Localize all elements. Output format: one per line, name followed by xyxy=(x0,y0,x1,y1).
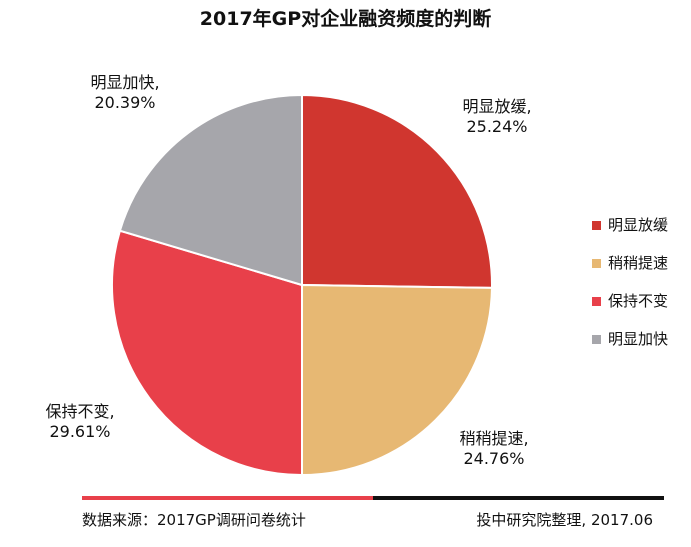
slice-label-name-3: 保持不变, xyxy=(45,402,114,421)
footer-divider-black xyxy=(373,496,664,500)
slice-label-value-1: 25.24% xyxy=(466,117,527,136)
footer-source-note: 数据来源：2017GP调研问卷统计 xyxy=(82,511,306,529)
legend-label-3: 保持不变 xyxy=(608,292,668,310)
pie-slices xyxy=(111,93,493,477)
slice-label-name-4: 明显加快, xyxy=(90,73,159,92)
footer-divider-red xyxy=(82,496,373,500)
legend-label-4: 明显加快 xyxy=(608,330,668,348)
legend-swatch-1 xyxy=(592,221,601,230)
slice-label-name-2: 稍稍提速, xyxy=(459,429,528,448)
pie-slice-4 xyxy=(118,93,303,287)
pie-slice-2 xyxy=(301,283,493,477)
slice-label-value-4: 20.39% xyxy=(94,93,155,112)
slice-labels: 明显放缓,25.24% 稍稍提速,24.76% 保持不变,29.61% 明显加快,20… xyxy=(45,73,531,468)
legend-swatch-3 xyxy=(592,297,601,306)
slice-label-value-2: 24.76% xyxy=(463,449,524,468)
footer-org-note: 投中研究院整理, 2017.06 xyxy=(476,511,653,529)
legend-swatch-2 xyxy=(592,259,601,268)
legend-label-1: 明显放缓 xyxy=(608,216,668,234)
legend-label-2: 稍稍提速 xyxy=(608,254,668,272)
slice-label-name-1: 明显放缓, xyxy=(462,97,531,116)
chart-title: 2017年GP对企业融资频度的判断 xyxy=(199,8,492,30)
pie-slice-3 xyxy=(111,229,303,477)
pie-slice-1 xyxy=(301,93,493,289)
legend-swatch-4 xyxy=(592,335,601,344)
slice-label-value-3: 29.61% xyxy=(49,422,110,441)
